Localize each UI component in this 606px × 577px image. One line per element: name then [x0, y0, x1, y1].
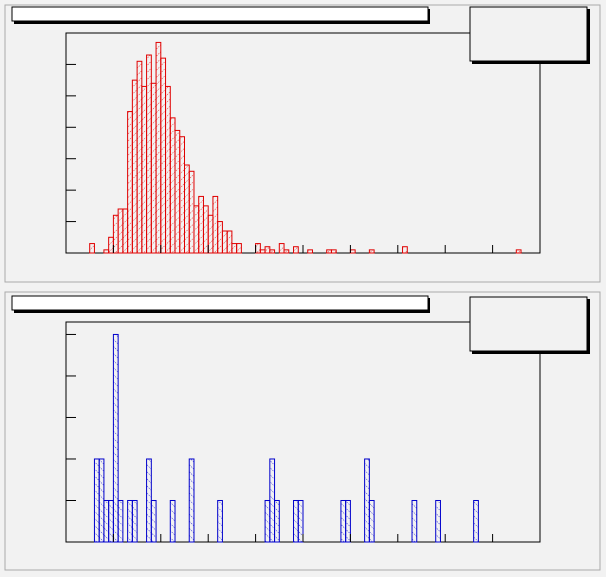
title-box [11, 6, 429, 22]
bar [368, 499, 375, 543]
bar [473, 499, 479, 543]
bar [326, 249, 332, 254]
bar [141, 85, 148, 254]
bar [169, 117, 176, 254]
stats-box [469, 296, 588, 352]
bar [117, 499, 124, 543]
bar [202, 205, 209, 254]
bar [117, 208, 124, 254]
bar [103, 249, 110, 254]
bar [269, 458, 276, 543]
bar [435, 499, 441, 543]
bar [269, 249, 276, 254]
bar [193, 205, 200, 254]
plots [11, 6, 590, 543]
bar [293, 246, 299, 254]
bar [150, 499, 157, 543]
bar [198, 195, 204, 254]
bar [293, 499, 299, 543]
bar [146, 54, 152, 254]
bar [340, 499, 347, 543]
bar [179, 136, 185, 254]
bar [217, 499, 223, 543]
bar [112, 214, 119, 254]
bar [98, 458, 105, 543]
bar [160, 57, 167, 254]
bar [108, 236, 114, 254]
bar [93, 458, 100, 543]
bar [146, 458, 152, 543]
bar [364, 458, 370, 543]
bar [150, 82, 157, 254]
bar [255, 243, 261, 254]
bar [259, 249, 266, 254]
bar [307, 249, 313, 254]
bar [264, 246, 271, 254]
bar [349, 249, 356, 254]
bar [402, 246, 408, 254]
bar [345, 499, 351, 543]
bar [368, 249, 375, 254]
bar [411, 499, 418, 543]
bar [226, 230, 233, 254]
bar [131, 499, 138, 543]
bar [231, 243, 238, 254]
bar [236, 243, 242, 254]
bar [188, 458, 195, 543]
stats-box [469, 6, 588, 62]
bar [155, 41, 162, 254]
bar [297, 499, 304, 543]
bar [136, 60, 143, 254]
bar [169, 499, 176, 543]
bar [264, 499, 271, 543]
bar [188, 170, 195, 254]
bar [122, 208, 129, 254]
bar [184, 164, 190, 254]
bar [108, 499, 114, 543]
bar [131, 79, 138, 254]
title-box [11, 295, 429, 311]
bar [207, 214, 214, 254]
bar [515, 249, 522, 254]
bar [283, 249, 290, 254]
bar [127, 499, 133, 543]
bar [112, 333, 119, 543]
bar [127, 111, 133, 254]
bar [278, 243, 285, 254]
bar [165, 85, 171, 254]
bar [221, 230, 228, 254]
bar [330, 249, 337, 254]
bar [174, 129, 181, 254]
bar [103, 499, 110, 543]
bar [89, 243, 95, 254]
bar [217, 221, 223, 254]
bar [274, 499, 280, 543]
bar [212, 195, 219, 254]
